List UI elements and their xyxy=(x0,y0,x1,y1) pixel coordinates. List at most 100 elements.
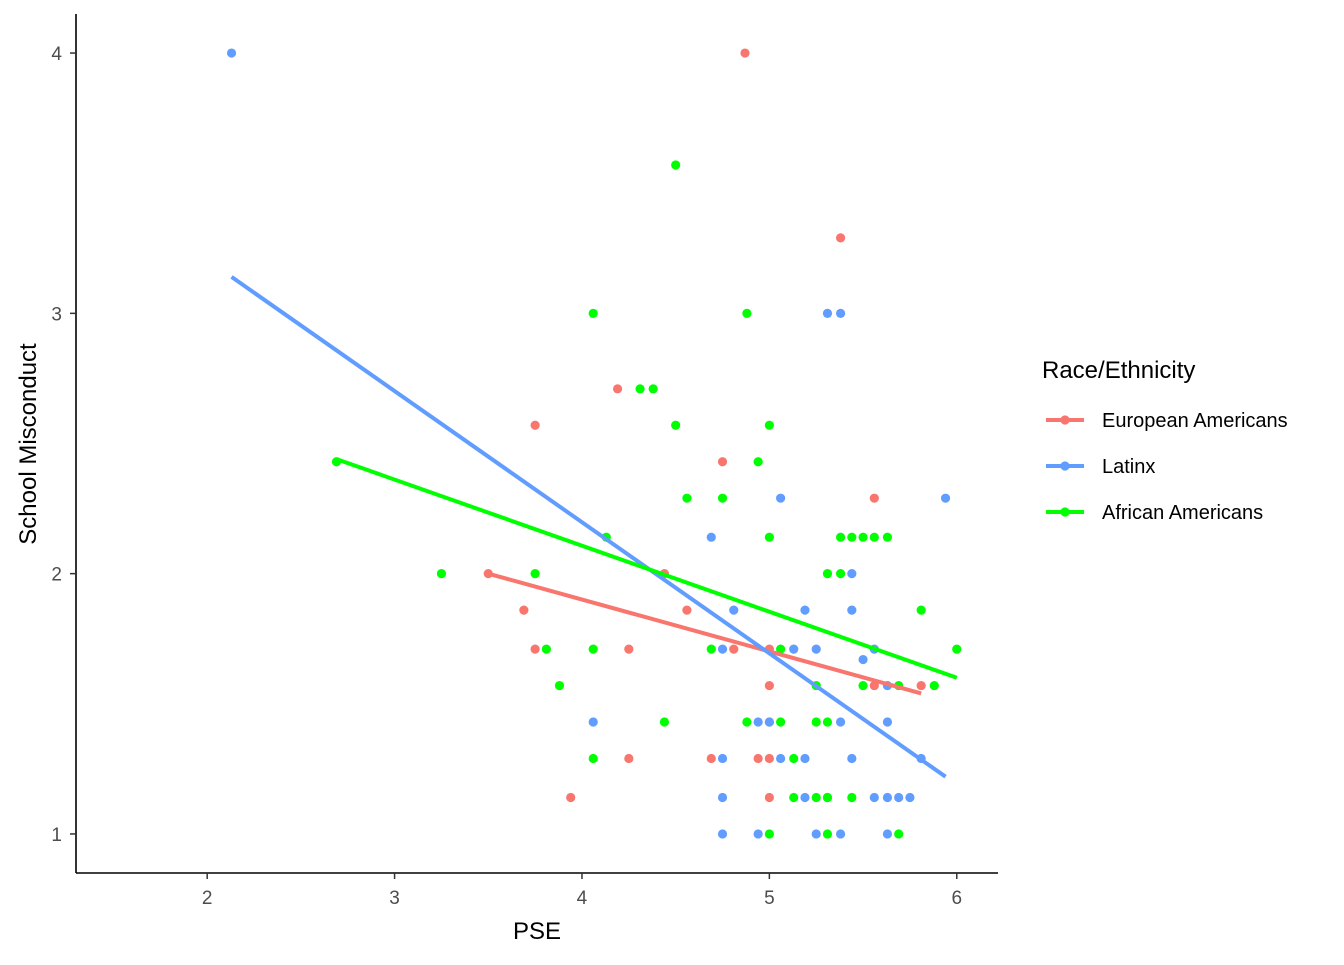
point-african-americans xyxy=(835,532,846,542)
x-tick-label: 6 xyxy=(951,888,962,909)
point-latinx xyxy=(717,792,728,803)
point-african-americans xyxy=(916,605,926,615)
point-african-americans xyxy=(776,644,786,654)
point-latinx xyxy=(753,829,763,839)
point-african-americans xyxy=(764,532,774,542)
point-latinx xyxy=(800,792,810,803)
point-african-americans xyxy=(588,753,598,764)
point-latinx xyxy=(226,48,237,58)
legend-key-point-latinx xyxy=(1060,461,1070,471)
point-african-americans xyxy=(717,493,728,503)
legend-key-point-african-americans xyxy=(1060,507,1070,517)
point-latinx xyxy=(835,717,846,727)
point-latinx xyxy=(905,792,915,803)
point-latinx xyxy=(882,829,893,839)
point-latinx xyxy=(811,829,821,839)
point-african-americans xyxy=(811,792,821,803)
point-european-americans xyxy=(916,680,926,691)
point-african-americans xyxy=(753,457,763,467)
point-latinx xyxy=(706,532,716,542)
trend-line-latinx xyxy=(230,275,947,779)
y-tick-label: 1 xyxy=(51,825,62,846)
point-african-americans xyxy=(764,420,774,430)
point-european-americans xyxy=(764,680,774,691)
point-african-americans xyxy=(706,644,716,654)
legend: Race/Ethnicity European Americans Latinx A… xyxy=(1042,357,1288,524)
point-latinx xyxy=(847,605,857,615)
point-european-americans xyxy=(869,680,879,691)
x-tick-label: 2 xyxy=(202,888,213,909)
y-tick-label: 4 xyxy=(51,44,62,65)
y-axis-ticks: 1 2 3 4 xyxy=(51,44,76,846)
point-african-americans xyxy=(671,420,681,430)
point-latinx xyxy=(764,717,774,727)
point-latinx xyxy=(800,753,810,764)
point-african-americans xyxy=(894,829,904,839)
point-latinx xyxy=(776,753,786,764)
point-african-americans xyxy=(742,308,752,318)
x-tick-label: 4 xyxy=(577,888,588,909)
point-latinx xyxy=(822,308,833,318)
point-latinx xyxy=(717,829,728,839)
point-latinx xyxy=(847,569,857,579)
point-latinx xyxy=(882,717,893,727)
point-european-americans xyxy=(869,493,879,503)
y-tick-label: 3 xyxy=(51,304,62,325)
point-latinx xyxy=(835,829,846,839)
point-african-americans xyxy=(588,644,598,654)
point-latinx xyxy=(789,644,799,654)
point-african-americans xyxy=(776,717,786,727)
point-european-americans xyxy=(717,457,728,467)
point-latinx xyxy=(776,493,786,503)
point-african-americans xyxy=(929,680,939,691)
point-latinx xyxy=(800,605,810,615)
point-european-americans xyxy=(530,420,540,430)
legend-title: Race/Ethnicity xyxy=(1042,357,1195,384)
legend-items: European Americans Latinx African American… xyxy=(1046,410,1288,524)
point-european-americans xyxy=(624,753,634,764)
point-latinx xyxy=(882,792,893,803)
point-african-americans xyxy=(588,308,598,318)
point-european-americans xyxy=(612,384,623,394)
point-latinx xyxy=(869,792,879,803)
y-axis-title: School Misconduct xyxy=(15,343,42,545)
point-african-americans xyxy=(554,680,565,691)
point-european-americans xyxy=(530,644,540,654)
point-european-americans xyxy=(624,644,634,654)
point-african-americans xyxy=(847,792,857,803)
point-latinx xyxy=(835,308,846,318)
point-european-americans xyxy=(740,48,750,58)
point-african-americans xyxy=(789,792,799,803)
point-african-americans xyxy=(541,644,551,654)
legend-label-european-americans: European Americans xyxy=(1102,410,1288,432)
point-european-americans xyxy=(764,792,774,803)
trend-line-african-americans xyxy=(335,457,958,680)
point-african-americans xyxy=(847,532,857,542)
point-european-americans xyxy=(729,644,739,654)
x-tick-label: 5 xyxy=(764,888,775,909)
point-latinx xyxy=(940,493,951,503)
point-european-americans xyxy=(753,753,763,764)
point-african-americans xyxy=(835,569,846,579)
point-african-americans xyxy=(822,569,833,579)
point-european-americans xyxy=(706,753,716,764)
point-african-americans xyxy=(811,717,821,727)
point-african-americans xyxy=(742,717,752,727)
x-axis-title: PSE xyxy=(513,918,561,945)
point-latinx xyxy=(588,717,598,727)
point-african-americans xyxy=(858,532,868,542)
point-african-americans xyxy=(436,569,447,579)
points-layer xyxy=(226,48,962,839)
point-latinx xyxy=(811,644,821,654)
point-african-americans xyxy=(822,829,833,839)
trend-line-european-americans xyxy=(487,571,922,696)
point-african-americans xyxy=(882,532,893,542)
point-european-americans xyxy=(566,792,576,803)
legend-label-latinx: Latinx xyxy=(1102,456,1155,478)
point-african-americans xyxy=(530,569,540,579)
x-axis-ticks: 2 3 4 5 6 xyxy=(202,873,962,909)
legend-key-point-european-americans xyxy=(1060,415,1070,425)
point-latinx xyxy=(894,792,904,803)
